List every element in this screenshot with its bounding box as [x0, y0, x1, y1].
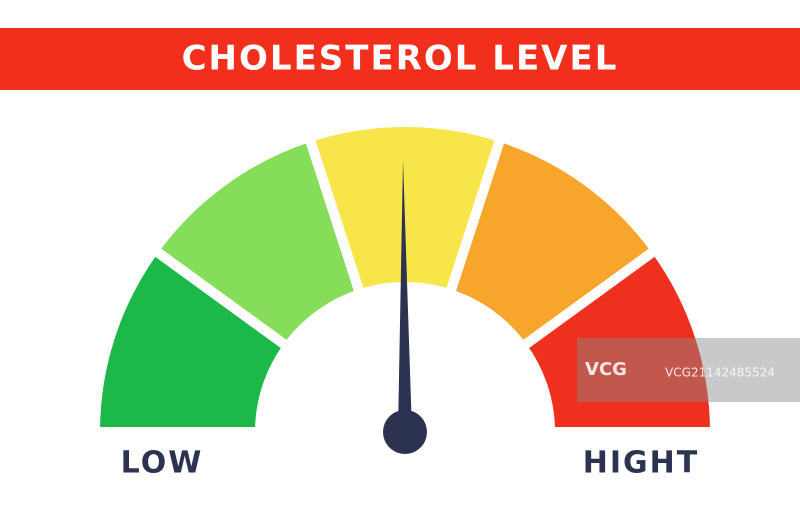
- gauge-segments: [89, 117, 721, 437]
- watermark-box: [577, 338, 800, 402]
- watermark-id: VCG21142485524: [665, 366, 775, 380]
- high-label: HIGHT: [583, 446, 699, 481]
- title-bar: [0, 28, 800, 90]
- gauge-segment: [515, 242, 721, 437]
- needle-hub: [383, 410, 427, 454]
- title: CHOLESTEROL LEVEL: [182, 39, 619, 79]
- needle: [398, 160, 412, 432]
- watermark-logo: VCG: [585, 359, 627, 380]
- low-label: LOW: [121, 446, 204, 481]
